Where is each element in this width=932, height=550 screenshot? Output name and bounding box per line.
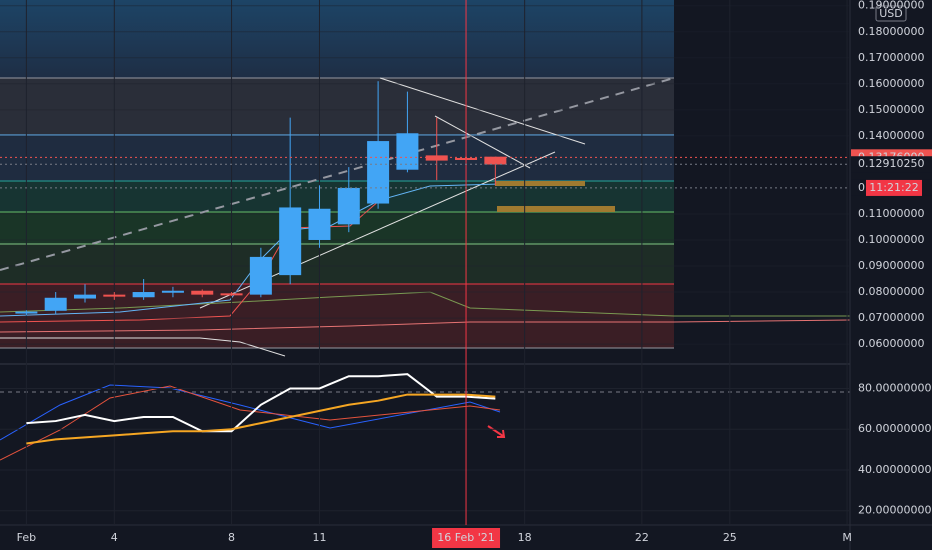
price-label: 0. — [858, 181, 869, 194]
candle-body — [425, 155, 448, 161]
fib-zone — [0, 135, 674, 181]
x-tick-label: 18 — [518, 531, 532, 544]
x-tick-label: M — [842, 531, 852, 544]
order-box — [497, 206, 615, 212]
crosshair-label: 16 Feb '21 — [437, 531, 495, 544]
x-tick-label: 4 — [111, 531, 118, 544]
y-tick-label: 0.17000000 — [858, 51, 924, 64]
arrow — [487, 425, 506, 438]
currency: USD — [879, 7, 903, 20]
y-tick-label: 0.19000000 — [858, 0, 924, 12]
candle-body — [103, 294, 126, 297]
band-line — [0, 337, 286, 357]
candle-body — [191, 290, 214, 295]
trend-line — [434, 115, 531, 169]
candle-body — [161, 290, 184, 293]
osc-line — [0, 385, 501, 461]
y-tick-label: 0.08000000 — [858, 285, 924, 298]
candle-body — [15, 311, 38, 314]
y-tick-label: 0.07000000 — [858, 311, 924, 324]
fib-zone — [0, 212, 674, 244]
y-tick-label: 80.00000000 — [858, 381, 931, 394]
candle-body — [132, 292, 155, 298]
fib-zone — [0, 78, 674, 135]
fib-zone — [0, 0, 674, 78]
candle-body — [44, 297, 67, 311]
y-tick-label: 0.10000000 — [858, 233, 924, 246]
y-tick-label: 0.14000000 — [858, 129, 924, 142]
crosshair-label-box — [432, 528, 501, 548]
oscillator-line — [26, 373, 496, 433]
y-tick-label: 0.18000000 — [858, 25, 924, 38]
y-tick-label: 0.11000000 — [858, 207, 924, 220]
currency-box — [875, 5, 907, 22]
y-tick-label: 60.00000000 — [858, 422, 931, 435]
y-tick-label: 0.15000000 — [858, 103, 924, 116]
band-line — [0, 291, 850, 317]
candle-body — [249, 256, 272, 295]
osc-line — [0, 384, 501, 441]
candle-body — [337, 187, 360, 225]
candle-body — [220, 293, 243, 296]
candle-body — [308, 208, 331, 240]
oscillator-line — [26, 393, 496, 445]
candle-body — [279, 207, 302, 276]
y-tick-label: 0.09000000 — [858, 259, 924, 272]
countdown: 11:21:22 — [869, 181, 918, 194]
y-tick-label: 20.00000000 — [858, 504, 931, 517]
countdown-box — [866, 179, 922, 196]
candle-body — [484, 156, 507, 165]
fib-zone — [0, 244, 674, 284]
y-tick-label: 40.00000000 — [858, 463, 931, 476]
y-tick-label: 0.16000000 — [858, 77, 924, 90]
price-label-box — [851, 156, 932, 173]
price-label: 0.12910250 — [858, 157, 924, 170]
candle-body — [74, 294, 96, 299]
candle-body — [396, 133, 419, 170]
candle-body — [367, 141, 390, 204]
x-tick-label: 22 — [635, 531, 649, 544]
trend-line — [379, 77, 586, 145]
x-tick-label: 8 — [228, 531, 235, 544]
y-tick-label: 0.06000000 — [858, 337, 924, 350]
x-tick-label: Feb — [17, 531, 36, 544]
x-tick-label: 11 — [312, 531, 326, 544]
band-line — [0, 319, 851, 333]
order-box — [495, 181, 585, 186]
x-tick-label: 25 — [723, 531, 737, 544]
